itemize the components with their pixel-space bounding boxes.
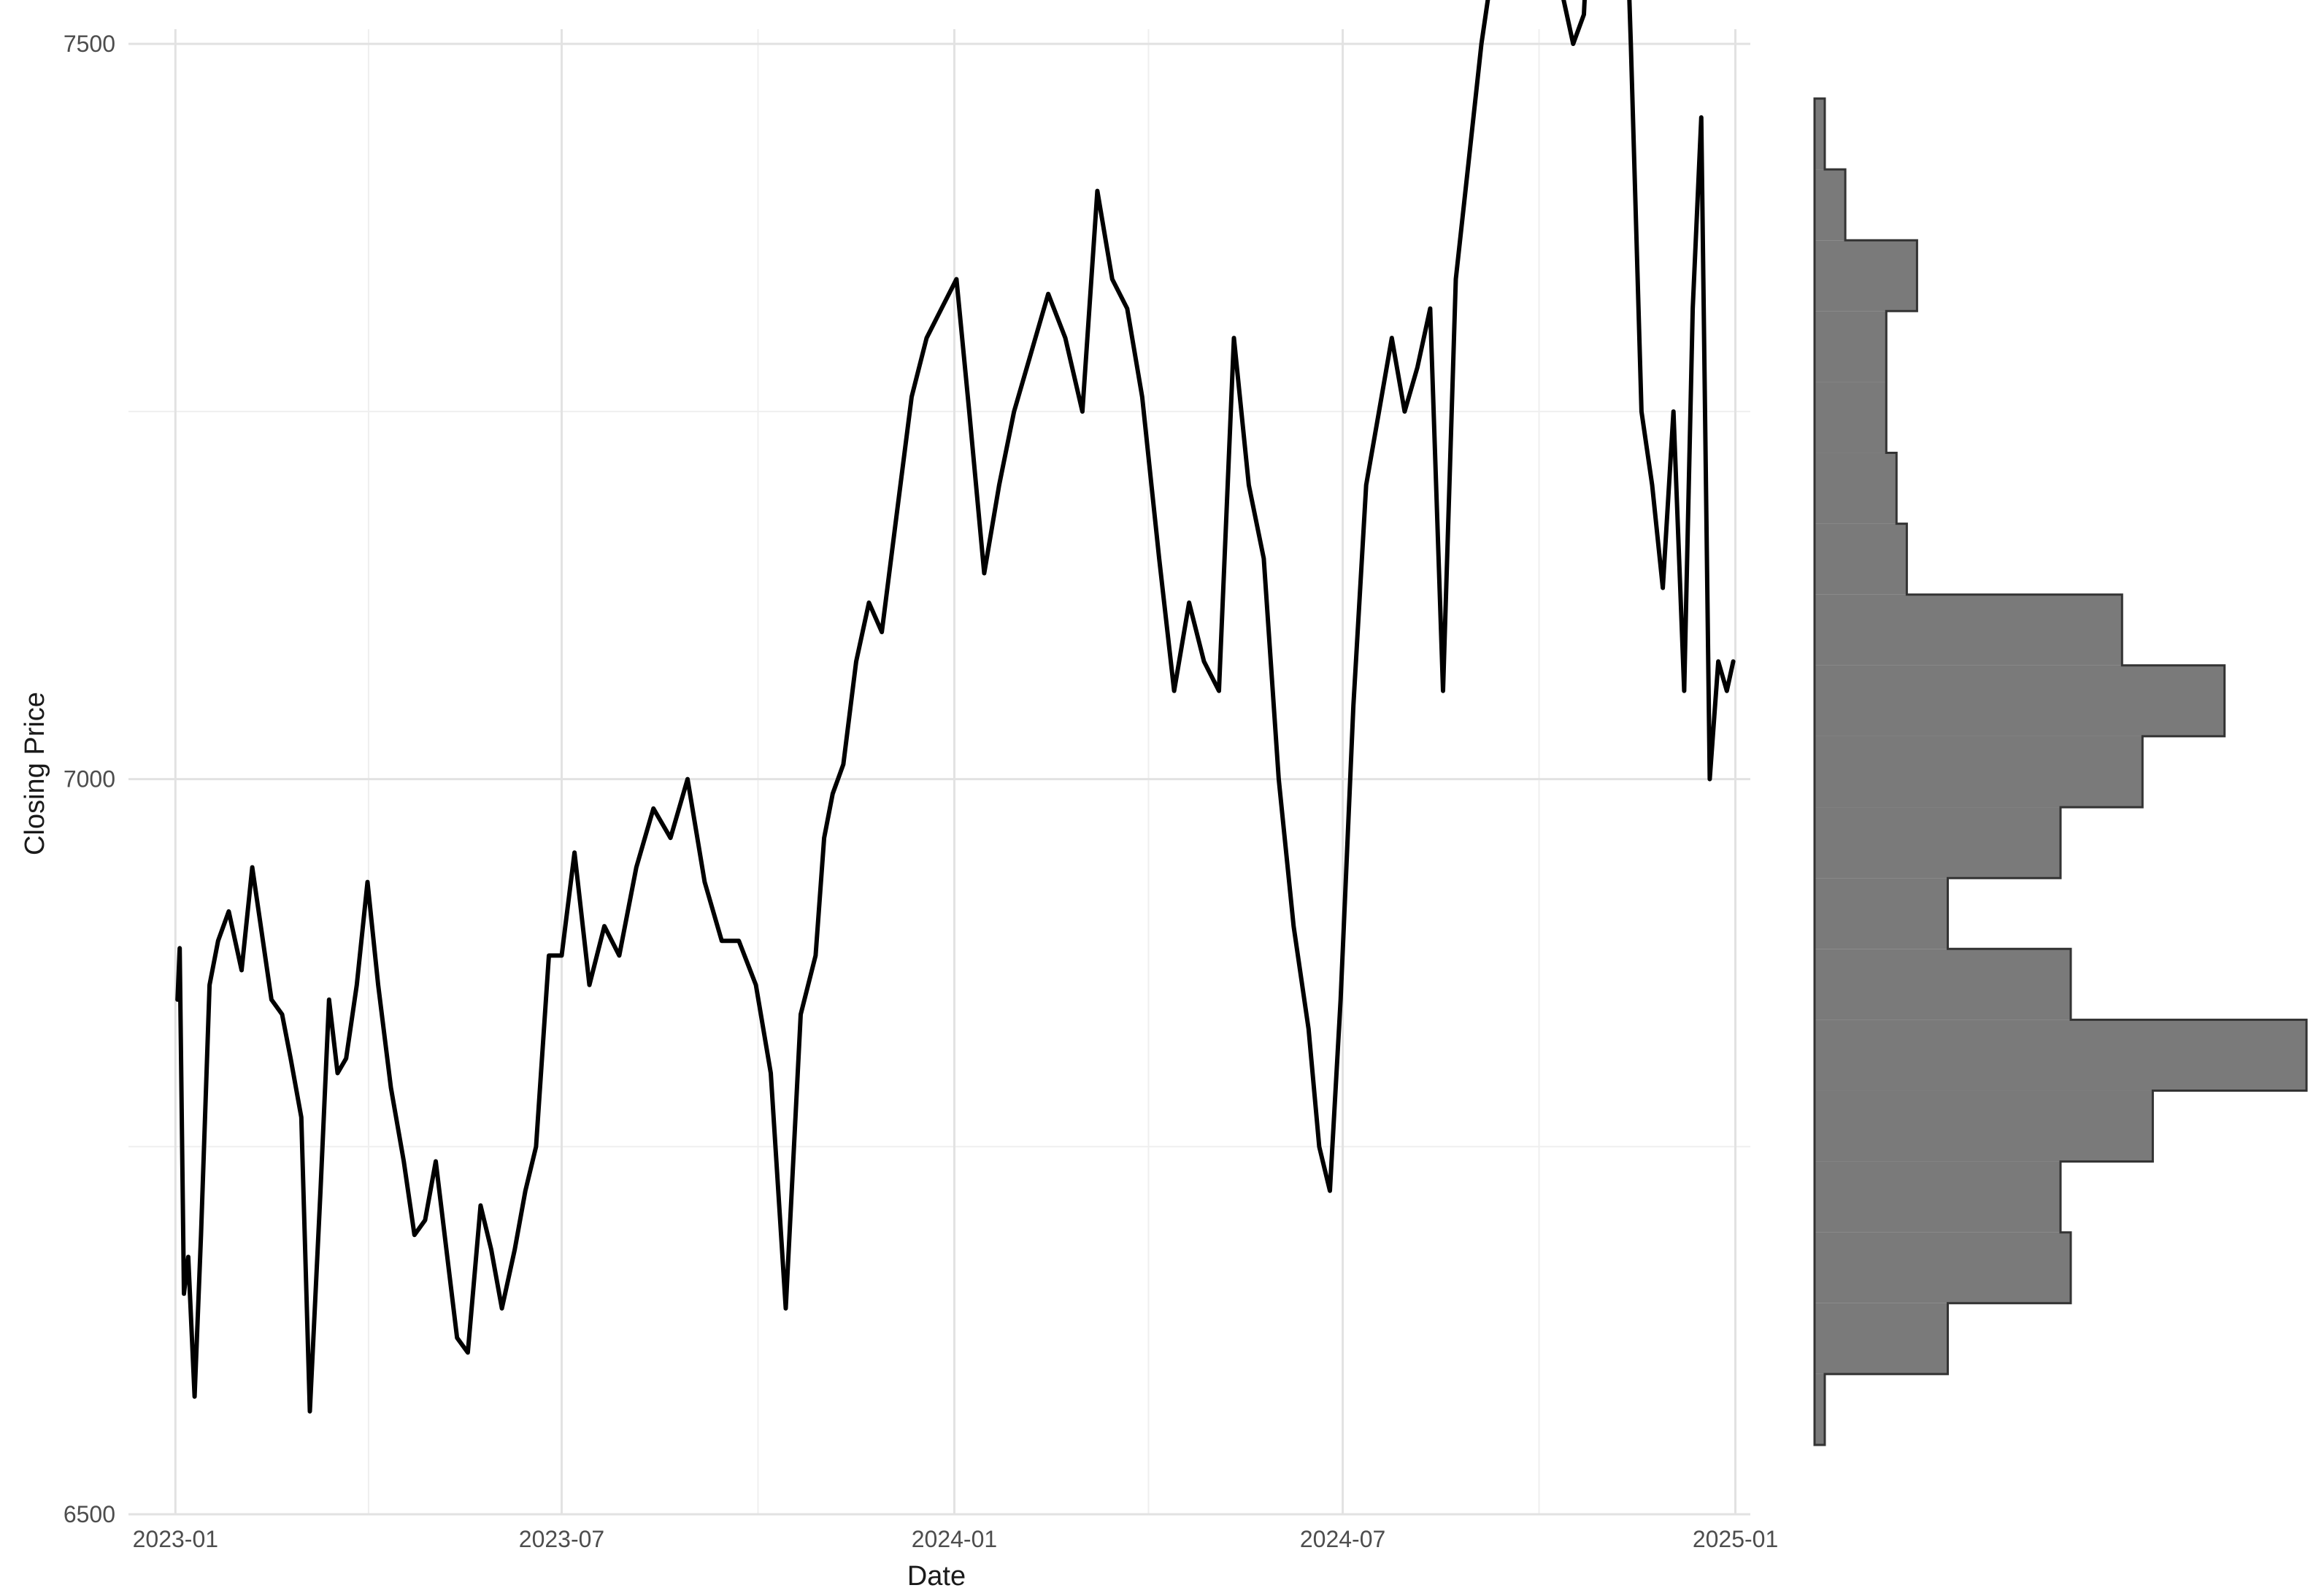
x-tick-label: 2024-01 [912, 1526, 997, 1552]
histogram-bar [1815, 807, 2061, 879]
x-tick-label: 2025-01 [1693, 1526, 1778, 1552]
histogram-bar [1815, 1373, 1826, 1445]
histogram-bar [1815, 1090, 2153, 1162]
x-tick-label: 2023-01 [133, 1526, 218, 1552]
x-tick-label: 2024-07 [1300, 1526, 1385, 1552]
histogram-bar [1815, 382, 1887, 453]
histogram-bar [1815, 311, 1887, 382]
y-tick-label: 7000 [64, 766, 115, 793]
minor-gridlines-x [367, 29, 1540, 1514]
minor-gridlines-y [128, 410, 1750, 1148]
histogram-bar [1815, 1161, 2061, 1233]
histogram-bar [1815, 240, 1917, 312]
histogram-bar [1815, 665, 2225, 736]
histogram-bar [1815, 594, 2123, 666]
x-tick-label: 2023-07 [519, 1526, 604, 1552]
major-gridlines-y [128, 42, 1750, 1516]
closing-price-line [175, 0, 1736, 1414]
histogram-bar [1815, 878, 1948, 949]
histogram-bar [1815, 452, 1897, 524]
histogram-bars [1815, 99, 2307, 1445]
x-axis-title: Date [907, 1561, 966, 1592]
main-panel: 6500 7000 7500 2023-01 2023-07 2024-01 2… [20, 0, 1778, 1592]
histogram-bar [1815, 949, 2071, 1020]
histogram-bar [1815, 169, 1846, 241]
y-tick-label: 7500 [64, 31, 115, 57]
histogram-bar [1815, 1232, 2071, 1303]
y-axis-tick-labels: 6500 7000 7500 [64, 31, 115, 1527]
x-axis-tick-labels: 2023-01 2023-07 2024-01 2024-07 2025-01 [133, 1526, 1779, 1552]
histogram-outline [1813, 97, 2308, 1446]
y-axis-title: Closing Price [20, 692, 50, 855]
y-tick-label: 6500 [64, 1501, 115, 1527]
histogram-bar [1815, 1303, 1948, 1374]
histogram-bar [1815, 736, 2143, 808]
histogram-bar [1815, 523, 1907, 595]
marginal-histogram [1813, 97, 2308, 1446]
histogram-bar [1815, 99, 1826, 170]
histogram-bar [1815, 1019, 2307, 1091]
major-gridlines-x [174, 29, 1737, 1514]
